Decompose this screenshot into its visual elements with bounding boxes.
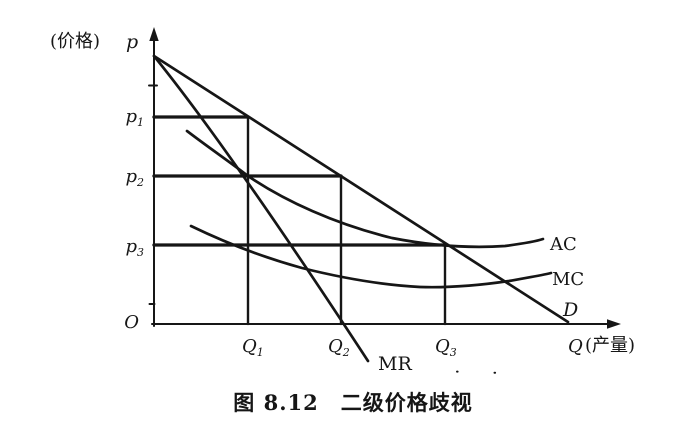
scan-specks bbox=[456, 370, 497, 374]
price-labels: p1 p2 p3 bbox=[125, 106, 144, 259]
x-axis-symbol: Q bbox=[568, 336, 583, 357]
x-axis-title: (产量) bbox=[585, 335, 635, 356]
origin-label: O bbox=[124, 312, 139, 333]
p1-label: p1 bbox=[125, 106, 144, 129]
p3-label: p3 bbox=[125, 236, 144, 259]
axes bbox=[148, 27, 621, 329]
p2-label: p2 bbox=[125, 166, 144, 189]
quantity-labels: Q1 Q2 Q3 bbox=[242, 336, 457, 359]
q3-label: Q3 bbox=[435, 336, 457, 359]
marginal-revenue-curve bbox=[152, 54, 370, 363]
q2-label: Q2 bbox=[328, 336, 350, 359]
figure-caption: 图 8.12 二级价格歧视 bbox=[233, 390, 472, 415]
marginal-cost-label: MC bbox=[552, 269, 584, 290]
axis-tick-marks bbox=[148, 84, 158, 305]
axis-labels: (价格) p O Q (产量) bbox=[50, 31, 635, 357]
x-axis-arrow-icon bbox=[607, 319, 621, 329]
marginal-revenue-label: MR bbox=[378, 353, 412, 375]
curves bbox=[152, 54, 570, 374]
q1-label: Q1 bbox=[242, 336, 264, 359]
curve-labels: D MR AC MC bbox=[378, 234, 584, 375]
average-cost-curve bbox=[185, 129, 545, 249]
demand-curve bbox=[152, 54, 570, 324]
y-axis-title: (价格) bbox=[50, 31, 100, 52]
y-axis-arrow-icon bbox=[149, 27, 159, 41]
y-axis-symbol: p bbox=[126, 31, 138, 53]
marginal-cost-curve bbox=[189, 224, 553, 289]
demand-curve-label: D bbox=[562, 299, 578, 321]
average-cost-label: AC bbox=[549, 234, 577, 255]
